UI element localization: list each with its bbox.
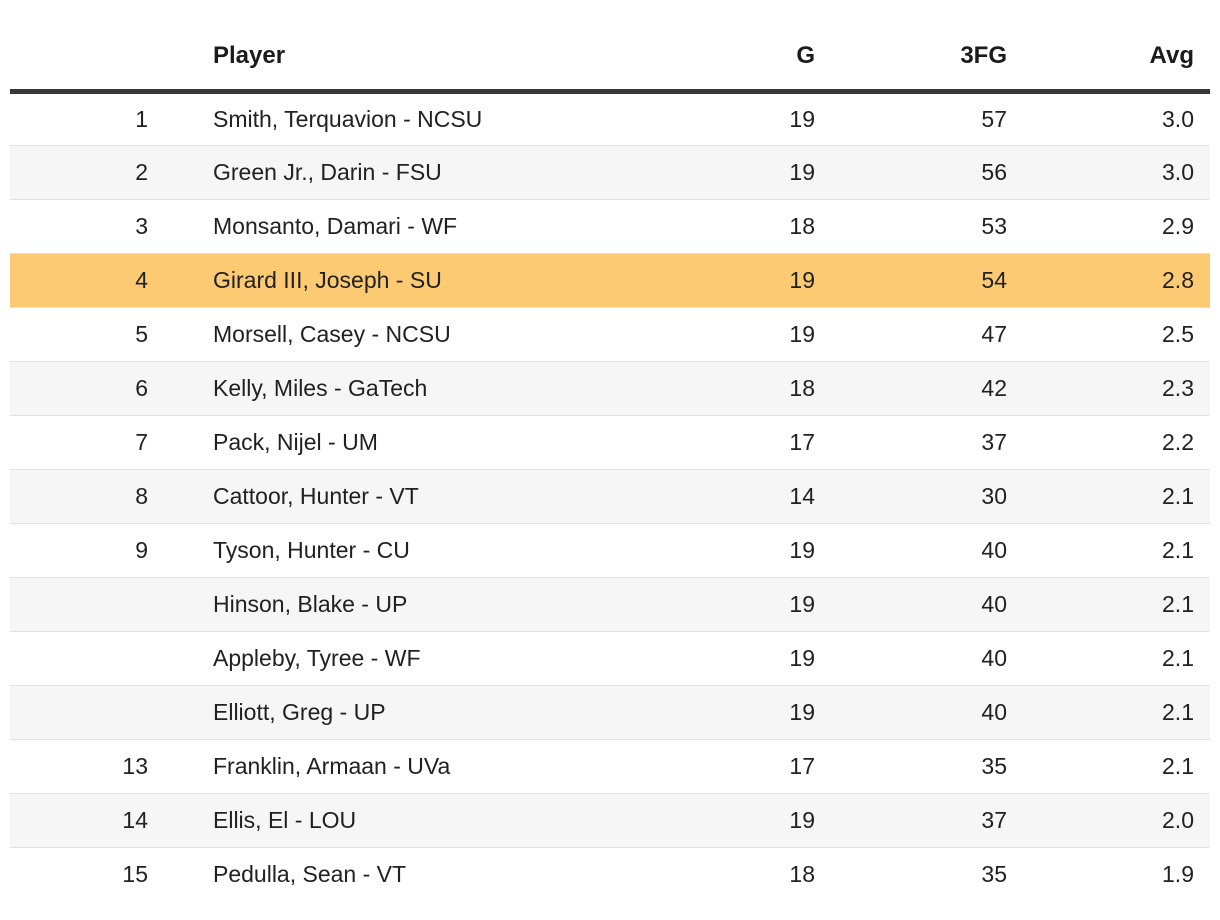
avg-cell: 2.2 <box>1007 414 1210 469</box>
threes-cell: 54 <box>815 252 1007 307</box>
rank-cell: 2 <box>10 144 148 199</box>
threes-cell: 42 <box>815 360 1007 415</box>
rank-cell: 7 <box>10 414 148 469</box>
games-cell: 19 <box>665 684 815 739</box>
rank-cell: 1 <box>135 105 148 132</box>
games-cell: 19 <box>665 792 815 847</box>
player-cell: Monsanto, Damari - WF <box>148 198 665 253</box>
threes-cell: 35 <box>815 738 1007 793</box>
games-cell: 18 <box>665 846 815 901</box>
threes-cell: 53 <box>815 198 1007 253</box>
avg-cell: 2.5 <box>1007 306 1210 361</box>
rank-cell: 14 <box>10 792 148 847</box>
table-row[interactable]: 1 Smith, Terquavion - NCSU 19 57 3.0 <box>10 91 1210 145</box>
avg-cell: 3.0 <box>1007 144 1210 199</box>
threes-cell: 37 <box>815 792 1007 847</box>
games-cell: 19 <box>665 306 815 361</box>
col-header-avg: Avg <box>1007 0 1210 94</box>
player-cell: Tyson, Hunter - CU <box>148 522 665 577</box>
rank-cell: 8 <box>10 468 148 523</box>
avg-cell: 2.1 <box>1007 468 1210 523</box>
table-row[interactable]: 7 Pack, Nijel - UM 17 37 2.2 <box>10 414 1210 469</box>
threes-cell: 40 <box>815 630 1007 685</box>
threes-cell: 40 <box>815 522 1007 577</box>
table-row[interactable]: Elliott, Greg - UP 19 40 2.1 <box>10 684 1210 739</box>
threes-cell: 30 <box>815 468 1007 523</box>
player-cell: Pack, Nijel - UM <box>148 414 665 469</box>
col-header-player: Player <box>148 0 665 94</box>
avg-cell: 2.1 <box>1007 522 1210 577</box>
threes-cell: 37 <box>815 414 1007 469</box>
col-header-rank <box>10 0 148 94</box>
table-row[interactable]: Appleby, Tyree - WF 19 40 2.1 <box>10 630 1210 685</box>
rank-cell: 3 <box>10 198 148 253</box>
avg-cell: 2.1 <box>1007 576 1210 631</box>
player-cell: Green Jr., Darin - FSU <box>148 144 665 199</box>
leaderboard-table: Player G 3FG Avg 1 Smith, Terquavion - N… <box>10 0 1210 901</box>
threes-cell: 47 <box>815 306 1007 361</box>
rank-cell: 6 <box>10 360 148 415</box>
games-cell: 14 <box>665 468 815 523</box>
player-cell: Franklin, Armaan - UVa <box>148 738 665 793</box>
avg-cell: 2.1 <box>1007 738 1210 793</box>
games-cell: 19 <box>665 252 815 307</box>
avg-cell: 1.9 <box>1007 846 1210 901</box>
rank-cell: 9 <box>10 522 148 577</box>
games-cell: 17 <box>665 738 815 793</box>
table-body: 1 Smith, Terquavion - NCSU 19 57 3.0 2 G… <box>10 91 1210 901</box>
table-row[interactable]: 6 Kelly, Miles - GaTech 18 42 2.3 <box>10 360 1210 415</box>
games-cell: 19 <box>665 522 815 577</box>
games-cell: 18 <box>665 360 815 415</box>
table-row[interactable]: Hinson, Blake - UP 19 40 2.1 <box>10 576 1210 631</box>
threes-cell: 57 <box>981 105 1007 132</box>
table-row[interactable]: 9 Tyson, Hunter - CU 19 40 2.1 <box>10 522 1210 577</box>
rank-cell <box>10 576 148 631</box>
threes-cell: 35 <box>815 846 1007 901</box>
player-cell: Smith, Terquavion - NCSU <box>213 105 483 132</box>
games-cell: 19 <box>665 144 815 199</box>
games-cell: 17 <box>665 414 815 469</box>
avg-cell: 2.8 <box>1007 252 1210 307</box>
table-row[interactable]: 8 Cattoor, Hunter - VT 14 30 2.1 <box>10 468 1210 523</box>
threes-cell: 56 <box>815 144 1007 199</box>
player-cell: Elliott, Greg - UP <box>148 684 665 739</box>
header-row: Player G 3FG Avg <box>10 0 1210 94</box>
rank-cell: 5 <box>10 306 148 361</box>
table-row[interactable]: 3 Monsanto, Damari - WF 18 53 2.9 <box>10 198 1210 253</box>
player-cell: Girard III, Joseph - SU <box>148 252 665 307</box>
table-row[interactable]: 5 Morsell, Casey - NCSU 19 47 2.5 <box>10 306 1210 361</box>
player-cell: Hinson, Blake - UP <box>148 576 665 631</box>
games-cell: 19 <box>665 630 815 685</box>
player-cell: Cattoor, Hunter - VT <box>148 468 665 523</box>
threes-cell: 40 <box>815 684 1007 739</box>
table-row[interactable]: 4 Girard III, Joseph - SU 19 54 2.8 <box>10 252 1210 307</box>
rank-cell: 15 <box>10 846 148 901</box>
avg-cell: 3.0 <box>1162 105 1194 132</box>
rank-cell <box>10 630 148 685</box>
avg-cell: 2.9 <box>1007 198 1210 253</box>
table-row[interactable]: 15 Pedulla, Sean - VT 18 35 1.9 <box>10 846 1210 901</box>
player-cell: Kelly, Miles - GaTech <box>148 360 665 415</box>
player-cell: Ellis, El - LOU <box>148 792 665 847</box>
rank-cell <box>10 684 148 739</box>
avg-cell: 2.3 <box>1007 360 1210 415</box>
avg-cell: 2.1 <box>1007 684 1210 739</box>
avg-cell: 2.0 <box>1007 792 1210 847</box>
col-header-games: G <box>665 0 815 94</box>
avg-cell: 2.1 <box>1007 630 1210 685</box>
player-cell: Morsell, Casey - NCSU <box>148 306 665 361</box>
table-row[interactable]: 2 Green Jr., Darin - FSU 19 56 3.0 <box>10 144 1210 199</box>
games-cell: 18 <box>665 198 815 253</box>
games-cell: 19 <box>665 576 815 631</box>
threes-cell: 40 <box>815 576 1007 631</box>
rank-cell: 13 <box>10 738 148 793</box>
rank-cell: 4 <box>10 252 148 307</box>
col-header-3fg: 3FG <box>815 0 1007 94</box>
games-cell: 19 <box>789 105 815 132</box>
table-row[interactable]: 13 Franklin, Armaan - UVa 17 35 2.1 <box>10 738 1210 793</box>
player-cell: Pedulla, Sean - VT <box>148 846 665 901</box>
player-cell: Appleby, Tyree - WF <box>148 630 665 685</box>
table-row[interactable]: 14 Ellis, El - LOU 19 37 2.0 <box>10 792 1210 847</box>
